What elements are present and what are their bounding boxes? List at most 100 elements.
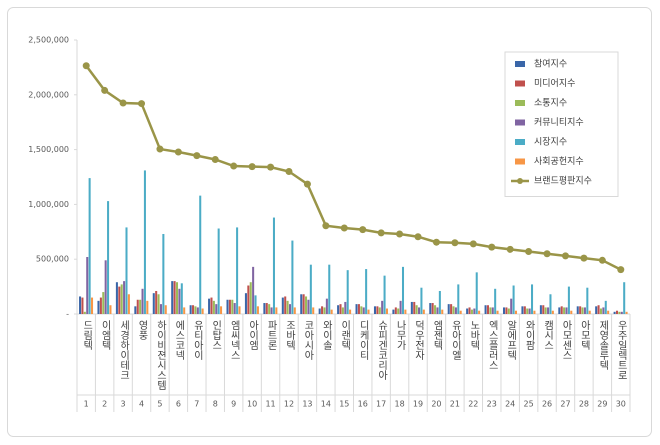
- bar: [321, 306, 324, 314]
- bar: [547, 307, 550, 314]
- bar: [79, 296, 82, 314]
- bar: [447, 304, 450, 314]
- x-tick-label: 파트론: [265, 320, 277, 350]
- legend-label: 소통지수: [534, 98, 567, 109]
- legend-swatch: [515, 119, 525, 126]
- line-marker: [617, 266, 625, 274]
- line-marker: [211, 155, 219, 163]
- bar: [281, 297, 284, 314]
- bar: [373, 306, 376, 314]
- y-tick-label: 1,000,000: [28, 200, 69, 209]
- bar: [254, 295, 257, 314]
- bar: [155, 290, 158, 314]
- x-tick-number: 3: [121, 400, 126, 409]
- bar: [367, 309, 370, 314]
- bar: [302, 294, 305, 314]
- bar: [330, 309, 333, 314]
- x-tick-label: 이엠텍: [99, 320, 111, 351]
- bar: [514, 310, 518, 314]
- bar: [118, 286, 121, 314]
- x-tick-number: 2: [102, 400, 107, 409]
- x-tick-number: 24: [505, 400, 515, 409]
- x-tick-number: 1: [84, 400, 89, 409]
- x-tick-number: 12: [284, 400, 294, 409]
- legend-label: 커뮤니티지수: [534, 117, 584, 128]
- bar: [502, 307, 506, 314]
- line-marker: [267, 163, 275, 171]
- bar: [217, 228, 220, 314]
- bar: [152, 293, 155, 314]
- x-tick-number: 4: [139, 400, 144, 409]
- bar: [438, 290, 441, 314]
- bar: [97, 300, 100, 314]
- bar: [473, 308, 476, 314]
- legend-swatch: [517, 178, 523, 184]
- bar: [346, 270, 349, 314]
- bar: [164, 305, 167, 314]
- line-marker: [82, 62, 90, 70]
- bar: [102, 292, 105, 314]
- bar: [581, 307, 584, 314]
- x-tick-label: 코아시아: [302, 320, 314, 361]
- bar: [413, 301, 416, 314]
- line-marker: [359, 226, 367, 234]
- line-marker: [285, 168, 293, 176]
- x-tick-label: 인탑스: [210, 320, 222, 350]
- bar: [420, 287, 423, 314]
- bar: [183, 307, 186, 314]
- x-tick-number: 18: [394, 400, 404, 409]
- bar: [307, 299, 310, 314]
- line-marker: [451, 239, 459, 247]
- x-tick-label: 아모센스: [560, 320, 572, 360]
- x-tick-label: 슈피겐코리아: [376, 320, 388, 381]
- bar: [99, 297, 102, 314]
- bar: [134, 306, 137, 314]
- x-tick-number: 16: [358, 400, 368, 409]
- bar: [212, 300, 215, 314]
- x-tick-label: 와이솔: [320, 320, 332, 350]
- x-tick-label: 노바텍: [468, 320, 480, 351]
- bar: [595, 306, 598, 314]
- bar: [228, 299, 231, 314]
- bar: [355, 304, 358, 314]
- bar: [215, 304, 218, 314]
- bar: [159, 304, 162, 314]
- bar: [549, 294, 552, 314]
- bar: [265, 303, 268, 314]
- x-tick-label: 덕우전자: [413, 320, 425, 361]
- bar: [339, 304, 342, 314]
- bar: [586, 287, 589, 314]
- bar: [244, 293, 247, 314]
- bar: [162, 233, 165, 314]
- legend-label: 미디어지수: [534, 78, 575, 89]
- bar: [484, 305, 487, 314]
- line-marker: [469, 240, 477, 248]
- bar: [452, 306, 455, 314]
- bar: [404, 309, 407, 314]
- line-marker: [138, 100, 146, 108]
- x-tick-number: 5: [157, 400, 162, 409]
- x-tick-label: 나무가: [394, 320, 406, 351]
- bar: [300, 294, 303, 314]
- bar: [468, 307, 471, 314]
- x-tick-number: 20: [431, 400, 441, 409]
- bar: [318, 308, 321, 314]
- bar: [436, 307, 439, 314]
- bar: [107, 201, 110, 314]
- bar: [531, 284, 534, 314]
- bar: [567, 286, 570, 314]
- bar: [178, 288, 181, 314]
- line-marker: [396, 230, 404, 238]
- x-tick-label: 유아이엘: [449, 320, 461, 360]
- bar: [236, 227, 239, 314]
- bar: [625, 311, 628, 314]
- x-tick-label: 이랜텍: [339, 320, 351, 351]
- line-marker: [488, 243, 496, 251]
- bar: [599, 308, 602, 314]
- x-tick-label: 아이엠: [247, 320, 259, 350]
- bar: [305, 296, 308, 314]
- x-tick-number: 21: [450, 400, 460, 409]
- line-marker: [193, 152, 201, 160]
- bar: [399, 300, 402, 314]
